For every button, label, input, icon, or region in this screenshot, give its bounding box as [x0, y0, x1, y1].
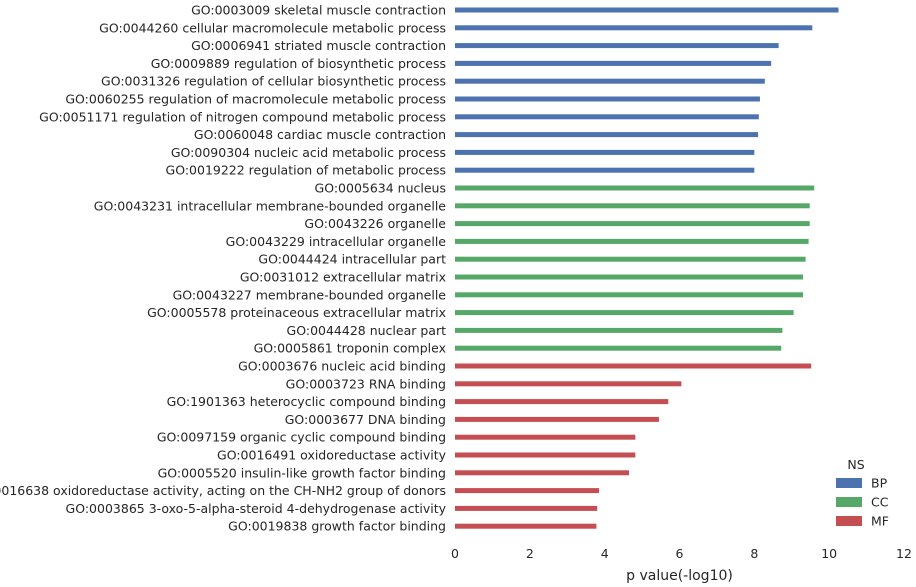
legend-title: NS: [847, 457, 864, 472]
legend-label-cc: CC: [871, 495, 889, 510]
category-label: GO:0005520 insulin-like growth factor bi…: [158, 465, 446, 480]
bar-mf-22: [455, 399, 669, 405]
bar-cc-12: [455, 221, 810, 227]
category-label: GO:0031012 extracellular matrix: [240, 270, 446, 285]
bar-bp-4: [455, 78, 765, 84]
category-label: GO:0005634 nucleus: [315, 181, 446, 196]
bar-mf-20: [455, 363, 812, 369]
bar-mf-27: [455, 488, 600, 494]
category-label: GO:0003865 3-oxo-5-alpha-steroid 4-dehyd…: [66, 501, 447, 516]
legend: NS BP CC MF: [836, 457, 889, 529]
bar-cc-14: [455, 256, 806, 262]
bar-bp-9: [455, 167, 755, 173]
bars-group: [455, 7, 839, 529]
bar-bp-0: [455, 7, 839, 13]
bar-cc-16: [455, 292, 803, 298]
bar-bp-7: [455, 132, 759, 138]
bar-cc-17: [455, 310, 794, 316]
category-label: GO:0005578 proteinaceous extracellular m…: [147, 305, 446, 320]
bar-cc-18: [455, 327, 783, 333]
category-label: GO:0043226 organelle: [304, 216, 446, 231]
x-axis-title: p value(-log10): [626, 568, 733, 584]
category-label: GO:0003677 DNA binding: [285, 412, 446, 427]
bar-mf-29: [455, 523, 597, 529]
x-tick-label: 0: [451, 546, 459, 561]
category-label: GO:0043227 membrane-bounded organelle: [173, 287, 447, 302]
category-label: GO:0044260 cellular macromolecule metabo…: [99, 20, 446, 35]
category-label: GO:0019222 regulation of metabolic proce…: [166, 163, 446, 178]
category-label: GO:0051171 regulation of nitrogen compou…: [39, 109, 446, 124]
category-label: GO:0003676 nucleic acid binding: [238, 359, 446, 374]
bar-bp-5: [455, 96, 760, 102]
bar-bp-8: [455, 149, 755, 155]
bar-bp-1: [455, 25, 813, 31]
bar-mf-21: [455, 381, 682, 387]
category-label: GO:0005861 troponin complex: [254, 341, 446, 356]
x-tick-label: 12: [896, 546, 912, 561]
bar-mf-24: [455, 434, 636, 440]
category-label: GO:0044424 intracellular part: [258, 252, 446, 267]
category-label: GO:0003009 skeletal muscle contraction: [191, 3, 446, 18]
legend-swatch-bp: [836, 478, 862, 488]
legend-label-mf: MF: [871, 514, 889, 529]
category-label: GO:0003723 RNA binding: [286, 376, 446, 391]
x-tick-label: 8: [750, 546, 758, 561]
bar-cc-15: [455, 274, 803, 280]
bar-cc-13: [455, 238, 809, 244]
bar-mf-26: [455, 470, 629, 476]
bar-mf-28: [455, 505, 598, 511]
legend-swatch-mf: [836, 516, 862, 526]
category-label: GO:0019838 growth factor binding: [228, 519, 446, 534]
bar-bp-6: [455, 114, 759, 120]
category-label: GO:0060255 regulation of macromolecule m…: [65, 92, 446, 107]
category-label: GO:0031326 regulation of cellular biosyn…: [101, 74, 446, 89]
bar-mf-23: [455, 416, 659, 422]
legend-swatch-cc: [836, 497, 862, 507]
x-tick-label: 4: [601, 546, 609, 561]
category-label: GO:0044428 nuclear part: [287, 323, 447, 338]
category-label: GO:0009889 regulation of biosynthetic pr…: [151, 56, 446, 71]
category-label: GO:0043231 intracellular membrane-bounde…: [94, 198, 447, 213]
x-tick-label: 6: [676, 546, 684, 561]
x-tick-label: 10: [821, 546, 837, 561]
x-tick-labels: 0 2 4 6 8 10 12: [451, 546, 912, 561]
x-tick-label: 2: [526, 546, 534, 561]
legend-label-bp: BP: [871, 476, 888, 491]
category-labels: GO:0003009 skeletal muscle contraction GO…: [0, 3, 447, 534]
bar-cc-11: [455, 203, 810, 209]
bar-bp-2: [455, 43, 779, 49]
category-label: GO:0006941 striated muscle contraction: [191, 38, 446, 53]
bar-bp-3: [455, 60, 772, 66]
category-label: GO:0090304 nucleic acid metabolic proces…: [171, 145, 446, 160]
category-label: GO:0016638 oxidoreductase activity, acti…: [0, 483, 446, 498]
category-label: GO:0097159 organic cyclic compound bindi…: [157, 430, 446, 445]
bar-cc-10: [455, 185, 815, 191]
category-label: GO:0043229 intracellular organelle: [226, 234, 447, 249]
bar-mf-25: [455, 452, 636, 458]
bar-cc-19: [455, 345, 782, 351]
category-label: GO:0060048 cardiac muscle contraction: [194, 127, 446, 142]
category-label: GO:0016491 oxidoreductase activity: [217, 448, 447, 463]
category-label: GO:1901363 heterocyclic compound binding: [167, 394, 446, 409]
